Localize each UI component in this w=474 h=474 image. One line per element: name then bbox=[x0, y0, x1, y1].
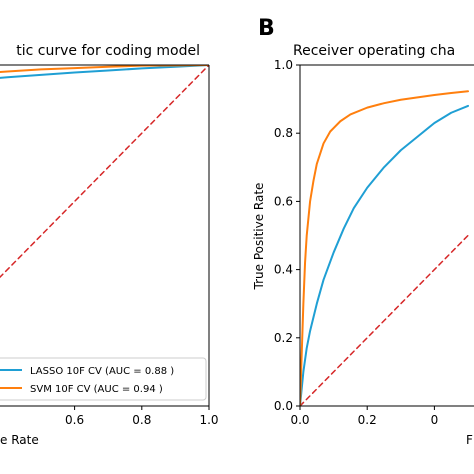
panel-a-x-tick-label: 0.6 bbox=[65, 413, 84, 427]
panel-b-roc-chart: B Receiver operating cha 0.0 0.2 0 0.00.20… bbox=[252, 16, 474, 447]
panel-b-x-tick-label: 0 bbox=[431, 413, 439, 427]
panel-b-letter: B bbox=[258, 16, 275, 41]
legend-box bbox=[0, 357, 207, 401]
panel-b-series-svm-line bbox=[300, 90, 469, 406]
panel-b-y-tick-label: 0.4 bbox=[274, 263, 293, 277]
legend-label-svm: SVM 10F CV (AUC = 0.94 ) bbox=[30, 384, 163, 395]
panel-b-title: Receiver operating cha bbox=[293, 43, 455, 59]
panel-a-plot-area bbox=[0, 65, 209, 279]
legend-label-lasso: LASSO 10F CV (AUC = 0.88 ) bbox=[30, 366, 174, 377]
panel-b-y-tick-label: 0.8 bbox=[274, 126, 293, 140]
panel-b-x-tick-label: 0.0 bbox=[290, 413, 309, 427]
panel-a-x-ticks: 0.6 0.8 1.0 bbox=[65, 406, 219, 427]
panel-a-x-tick-label: 1.0 bbox=[199, 413, 218, 427]
panel-a-series-svm-line bbox=[0, 65, 209, 74]
panel-a-legend: LASSO 10F CV (AUC = 0.88 ) SVM 10F CV (A… bbox=[0, 357, 207, 401]
panel-b-y-tick-label: 1.0 bbox=[274, 58, 293, 72]
panel-b-y-ticks: 0.0 0.2 0.4 0.6 0.8 1.0 bbox=[274, 58, 300, 413]
panel-b-series-chance-line bbox=[300, 234, 469, 406]
panel-b-y-tick-label: 0.2 bbox=[274, 331, 293, 345]
panel-b-plot-area bbox=[300, 90, 469, 406]
panel-b-y-tick-label: 0.6 bbox=[274, 194, 293, 208]
panel-b-series-lasso-line bbox=[300, 104, 469, 406]
panel-a-x-tick-label: 0.8 bbox=[132, 413, 151, 427]
panel-a-title: tic curve for coding model bbox=[16, 43, 200, 59]
panel-b-x-tick-label: 0.2 bbox=[358, 413, 377, 427]
panel-b-x-axis-label: F bbox=[466, 433, 473, 447]
panel-a-series-lasso-line bbox=[0, 65, 209, 79]
panel-b-y-axis-label: True Positive Rate bbox=[252, 183, 266, 291]
panel-a-roc-chart: tic curve for coding model 0.6 0.8 1.0 e R… bbox=[0, 43, 219, 447]
panel-b-y-tick-label: 0.0 bbox=[274, 399, 293, 413]
panel-a-x-axis-label: e Rate bbox=[0, 433, 39, 447]
panel-b-x-ticks: 0.0 0.2 0 bbox=[290, 406, 438, 427]
panel-a-series-chance-line bbox=[0, 65, 209, 279]
